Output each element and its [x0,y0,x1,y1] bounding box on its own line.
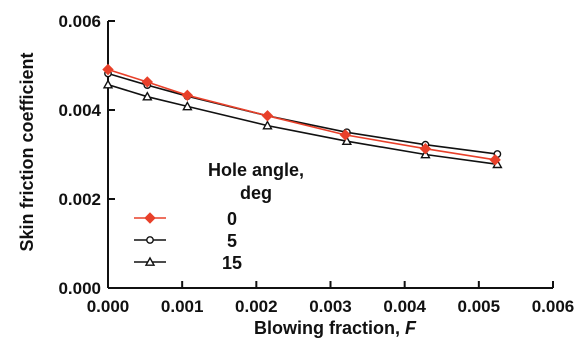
data-point [261,110,274,122]
data-point [141,76,154,88]
data-point [341,135,353,146]
x-axis-title: Blowing fraction, F [254,318,417,338]
x-tick-label: 0.004 [383,297,426,316]
legend-title-line2: deg [240,183,272,203]
data-point [262,120,273,130]
series-0 [102,63,501,166]
axes [107,21,553,289]
data-point [102,63,114,76]
legend-title-line1: Hole angle, [208,160,304,180]
x-tick-label: 0.002 [235,297,278,316]
legend-marker-5 [146,236,154,244]
series-5 [104,69,502,158]
data-point [102,79,114,89]
data-point [339,129,352,141]
legend-label-5: 5 [227,231,237,251]
series-15 [102,79,503,169]
x-tick-label: 0.000 [87,297,130,316]
legend-label-15: 15 [222,253,242,273]
series-layer [102,63,503,169]
x-tick-label: 0.005 [458,297,501,316]
legend-marker-0 [144,212,156,224]
x-axis-title-text: Blowing fraction, [254,318,405,338]
y-tick-label: 0.006 [58,12,101,31]
data-point [182,100,193,111]
legend-label-0: 0 [227,209,237,229]
legend-marker-15 [144,256,156,266]
x-tick-label: 0.006 [532,297,575,316]
data-point [419,143,432,155]
y-axis-title: Skin friction coefficient [17,52,37,251]
data-point [142,91,153,101]
data-point [181,89,194,102]
y-tick-label: 0.000 [58,279,101,298]
y-tick-label: 0.002 [58,190,101,209]
data-point [489,154,501,166]
tick-marks [107,20,554,289]
x-axis-variable: F [405,318,417,338]
y-tick-label: 0.004 [58,101,101,120]
tick-labels: 0.000 0.001 0.002 0.003 0.004 0.005 0.006 0.000… [58,12,574,316]
x-tick-label: 0.003 [309,297,352,316]
series-line [107,72,498,155]
x-tick-label: 0.001 [161,297,204,316]
